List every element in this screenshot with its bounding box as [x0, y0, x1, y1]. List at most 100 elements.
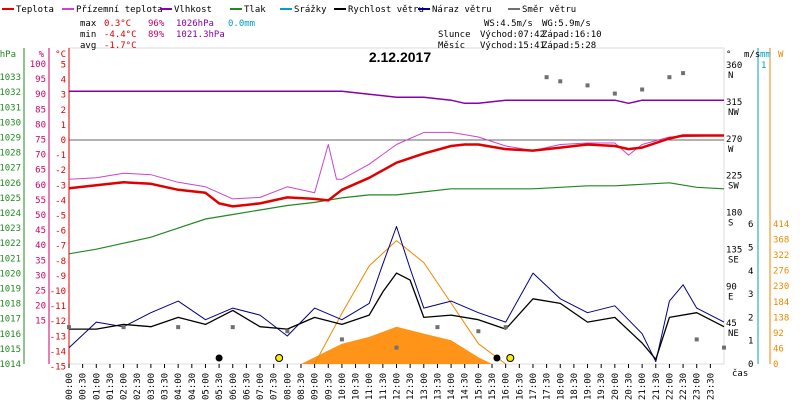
hpa-axis-tick-label: 1031: [0, 103, 21, 113]
x-tick-label: 17:30: [543, 373, 553, 400]
wind-direction-point: [667, 75, 672, 80]
wind-direction-point: [585, 83, 590, 88]
temp-axis-tick-label: -2: [55, 166, 66, 176]
pct-axis-tick-label: 30: [35, 271, 46, 281]
x-tick-label: 16:30: [515, 373, 525, 400]
pct-axis-tick-label: 35: [35, 256, 46, 266]
x-tick-label: 03:00: [147, 373, 157, 400]
wind-direction-point: [544, 75, 549, 80]
ms-axis-tick-label: 3: [748, 290, 753, 300]
x-tick-label: 04:00: [174, 373, 184, 400]
x-tick-label: 00:30: [79, 373, 89, 400]
pct-axis-tick-label: 25: [35, 287, 46, 297]
hpa-axis-title: hPa: [0, 50, 16, 60]
x-tick-label: 00:00: [65, 373, 75, 400]
stat-max-label: max: [80, 19, 97, 29]
wind-direction-point: [612, 91, 617, 96]
x-tick-label: 09:00: [311, 373, 321, 400]
hpa-axis-tick-label: 1025: [0, 194, 21, 204]
hpa-axis-tick-label: 1018: [0, 300, 21, 310]
stat-rain: 0.0mm: [228, 19, 255, 29]
temp-axis-tick-label: -9: [55, 272, 66, 282]
solar-axis-tick-label: 138: [773, 313, 789, 323]
temp-axis-tick-label: -8: [55, 257, 66, 267]
x-tick-label: 20:30: [624, 373, 634, 400]
pct-axis-tick-label: 60: [35, 181, 46, 191]
x-tick-label: 19:30: [597, 373, 607, 400]
pct-axis-tick-label: 65: [35, 166, 46, 176]
temp-axis-tick-label: -1: [55, 151, 66, 161]
wind-gust-line: [68, 226, 725, 363]
x-tick-label: 15:30: [488, 373, 498, 400]
temp-axis-tick-label: 1: [61, 121, 66, 131]
stat-moonrise: Východ:15:41: [480, 41, 545, 51]
hpa-axis-tick-label: 1016: [0, 330, 21, 340]
x-tick-label: 06:00: [229, 373, 239, 400]
ms-axis-tick-label: 2: [748, 313, 753, 323]
x-tick-label: 11:30: [379, 373, 389, 400]
pct-axis-tick-label: 40: [35, 241, 46, 251]
temp-axis-tick-label: -6: [55, 227, 66, 237]
wind-direction-point: [285, 329, 290, 334]
sunset-marker: [506, 354, 515, 362]
hpa-axis-tick-label: 1028: [0, 149, 21, 159]
solar-axis-tick-label: 230: [773, 282, 789, 292]
stat-moon-label: Měsíc: [438, 41, 465, 51]
wind-direction-point: [681, 71, 686, 76]
x-tick-label: 13:00: [420, 373, 430, 400]
x-tick-label: 14:30: [461, 373, 471, 400]
dir-axis-tick-label: SW: [728, 182, 739, 192]
solar-axis-tick-label: 0: [773, 360, 778, 370]
dir-axis-tick-label: W: [728, 145, 734, 155]
ms-axis-tick-label: 0: [748, 360, 753, 370]
x-tick-label: 13:30: [433, 373, 443, 400]
temp-axis-tick-label: 4: [61, 76, 66, 86]
x-axis: 00:00 00:30 01:00 01:30 02:00 02:30 03:00 03:30…: [65, 364, 716, 400]
temperature-line: [68, 134, 724, 208]
wind-direction-point: [722, 345, 726, 350]
temp-axis-tick-label: -7: [55, 242, 66, 252]
dir-axis-title: °: [726, 50, 731, 60]
x-tick-label: 07:30: [270, 373, 280, 400]
dir-axis-tick-label: 180: [726, 209, 742, 219]
x-tick-label: 16:00: [502, 373, 512, 400]
wind-direction-point: [339, 337, 344, 342]
temp-axis-tick-label: -15: [50, 363, 66, 373]
x-tick-label: 19:00: [584, 373, 594, 400]
x-tick-label: 08:30: [297, 373, 307, 400]
legend-entry: Rychlost větru: [348, 5, 424, 15]
temp-axis-title: °C: [55, 50, 66, 60]
x-tick-label: 02:30: [133, 373, 143, 400]
series-layer: [67, 71, 726, 365]
temp-axis-tick-label: -3: [55, 181, 66, 191]
ms-axis-tick-label: 4: [748, 267, 753, 277]
temp-axis-tick-label: 3: [61, 91, 66, 101]
dir-axis-tick-label: 315: [726, 98, 742, 108]
temp-axis-tick-label: -11: [50, 302, 66, 312]
solar-theoretical-line: [314, 240, 506, 365]
x-tick-label: 08:00: [283, 373, 293, 400]
dir-axis-tick-label: NE: [728, 329, 739, 339]
x-tick-label: 10:00: [338, 373, 348, 400]
legend: Teplota Přízemní teplota Vlhkost Tlak Srážky…: [2, 5, 576, 15]
stat-sunrise: Východ:07:42: [480, 30, 545, 40]
hpa-axis-tick-label: 1032: [0, 88, 21, 98]
hpa-axis-tick-label: 1033: [0, 73, 21, 83]
x-tick-label: 01:30: [106, 373, 116, 400]
pct-axis-tick-label: 70: [35, 151, 46, 161]
x-tick-label: 21:00: [638, 373, 648, 400]
pct-axis-tick-label: 85: [35, 105, 46, 115]
hpa-axis-tick-label: 1017: [0, 315, 21, 325]
x-tick-label: 07:00: [256, 373, 266, 400]
stats-block: max 0.3°C 96% 1026hPa 0.0mm min -4.4°C 8…: [80, 19, 602, 51]
solar-radiation-area: [300, 326, 493, 364]
pct-axis-tick-label: 90: [35, 90, 46, 100]
hpa-axis-tick-label: 1015: [0, 345, 21, 355]
temp-axis-tick-label: -10: [50, 287, 66, 297]
x-tick-label: 23:00: [693, 373, 703, 400]
hpa-axis-tick-label: 1021: [0, 254, 21, 264]
x-tick-label: 15:00: [474, 373, 484, 400]
legend-entry: Náraz větru: [432, 5, 492, 15]
hpa-axis-tick-label: 1023: [0, 224, 21, 234]
x-tick-label: 01:00: [92, 373, 102, 400]
